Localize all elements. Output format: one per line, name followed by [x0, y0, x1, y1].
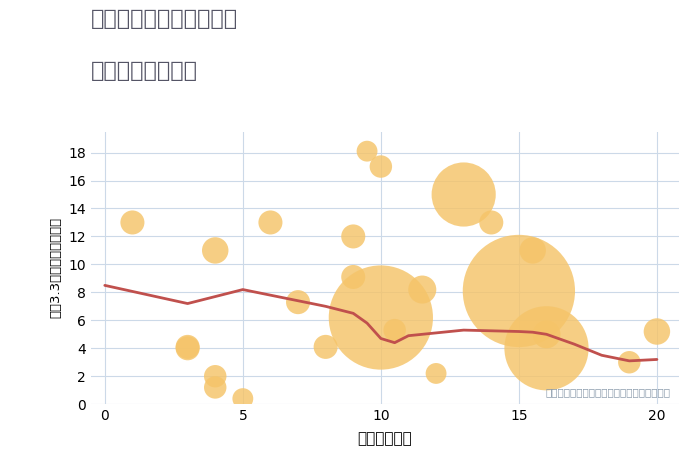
- Y-axis label: 坪（3.3㎡）単価（万円）: 坪（3.3㎡）単価（万円）: [50, 217, 63, 319]
- Point: [348, 233, 359, 240]
- Point: [293, 298, 304, 306]
- Point: [541, 330, 552, 338]
- Point: [541, 345, 552, 352]
- Point: [209, 373, 220, 380]
- Point: [348, 273, 359, 281]
- Point: [361, 148, 372, 155]
- Text: 円の大きさは、取引のあった物件面積を示す: 円の大きさは、取引のあった物件面積を示す: [546, 387, 671, 397]
- Point: [389, 326, 400, 334]
- Point: [182, 343, 193, 351]
- Text: 駅距離別土地価格: 駅距離別土地価格: [91, 61, 198, 81]
- Point: [375, 314, 386, 321]
- Point: [430, 370, 442, 377]
- Point: [209, 247, 220, 254]
- X-axis label: 駅距離（分）: 駅距離（分）: [358, 431, 412, 446]
- Point: [375, 163, 386, 170]
- Point: [624, 359, 635, 366]
- Point: [265, 219, 276, 226]
- Point: [182, 345, 193, 352]
- Point: [127, 219, 138, 226]
- Point: [209, 384, 220, 391]
- Point: [513, 287, 524, 295]
- Point: [458, 191, 469, 198]
- Point: [416, 286, 428, 293]
- Text: 三重県伊賀市上野茅町の: 三重県伊賀市上野茅町の: [91, 9, 238, 30]
- Point: [320, 343, 331, 351]
- Point: [527, 247, 538, 254]
- Point: [486, 219, 497, 226]
- Point: [651, 328, 662, 335]
- Point: [237, 395, 248, 402]
